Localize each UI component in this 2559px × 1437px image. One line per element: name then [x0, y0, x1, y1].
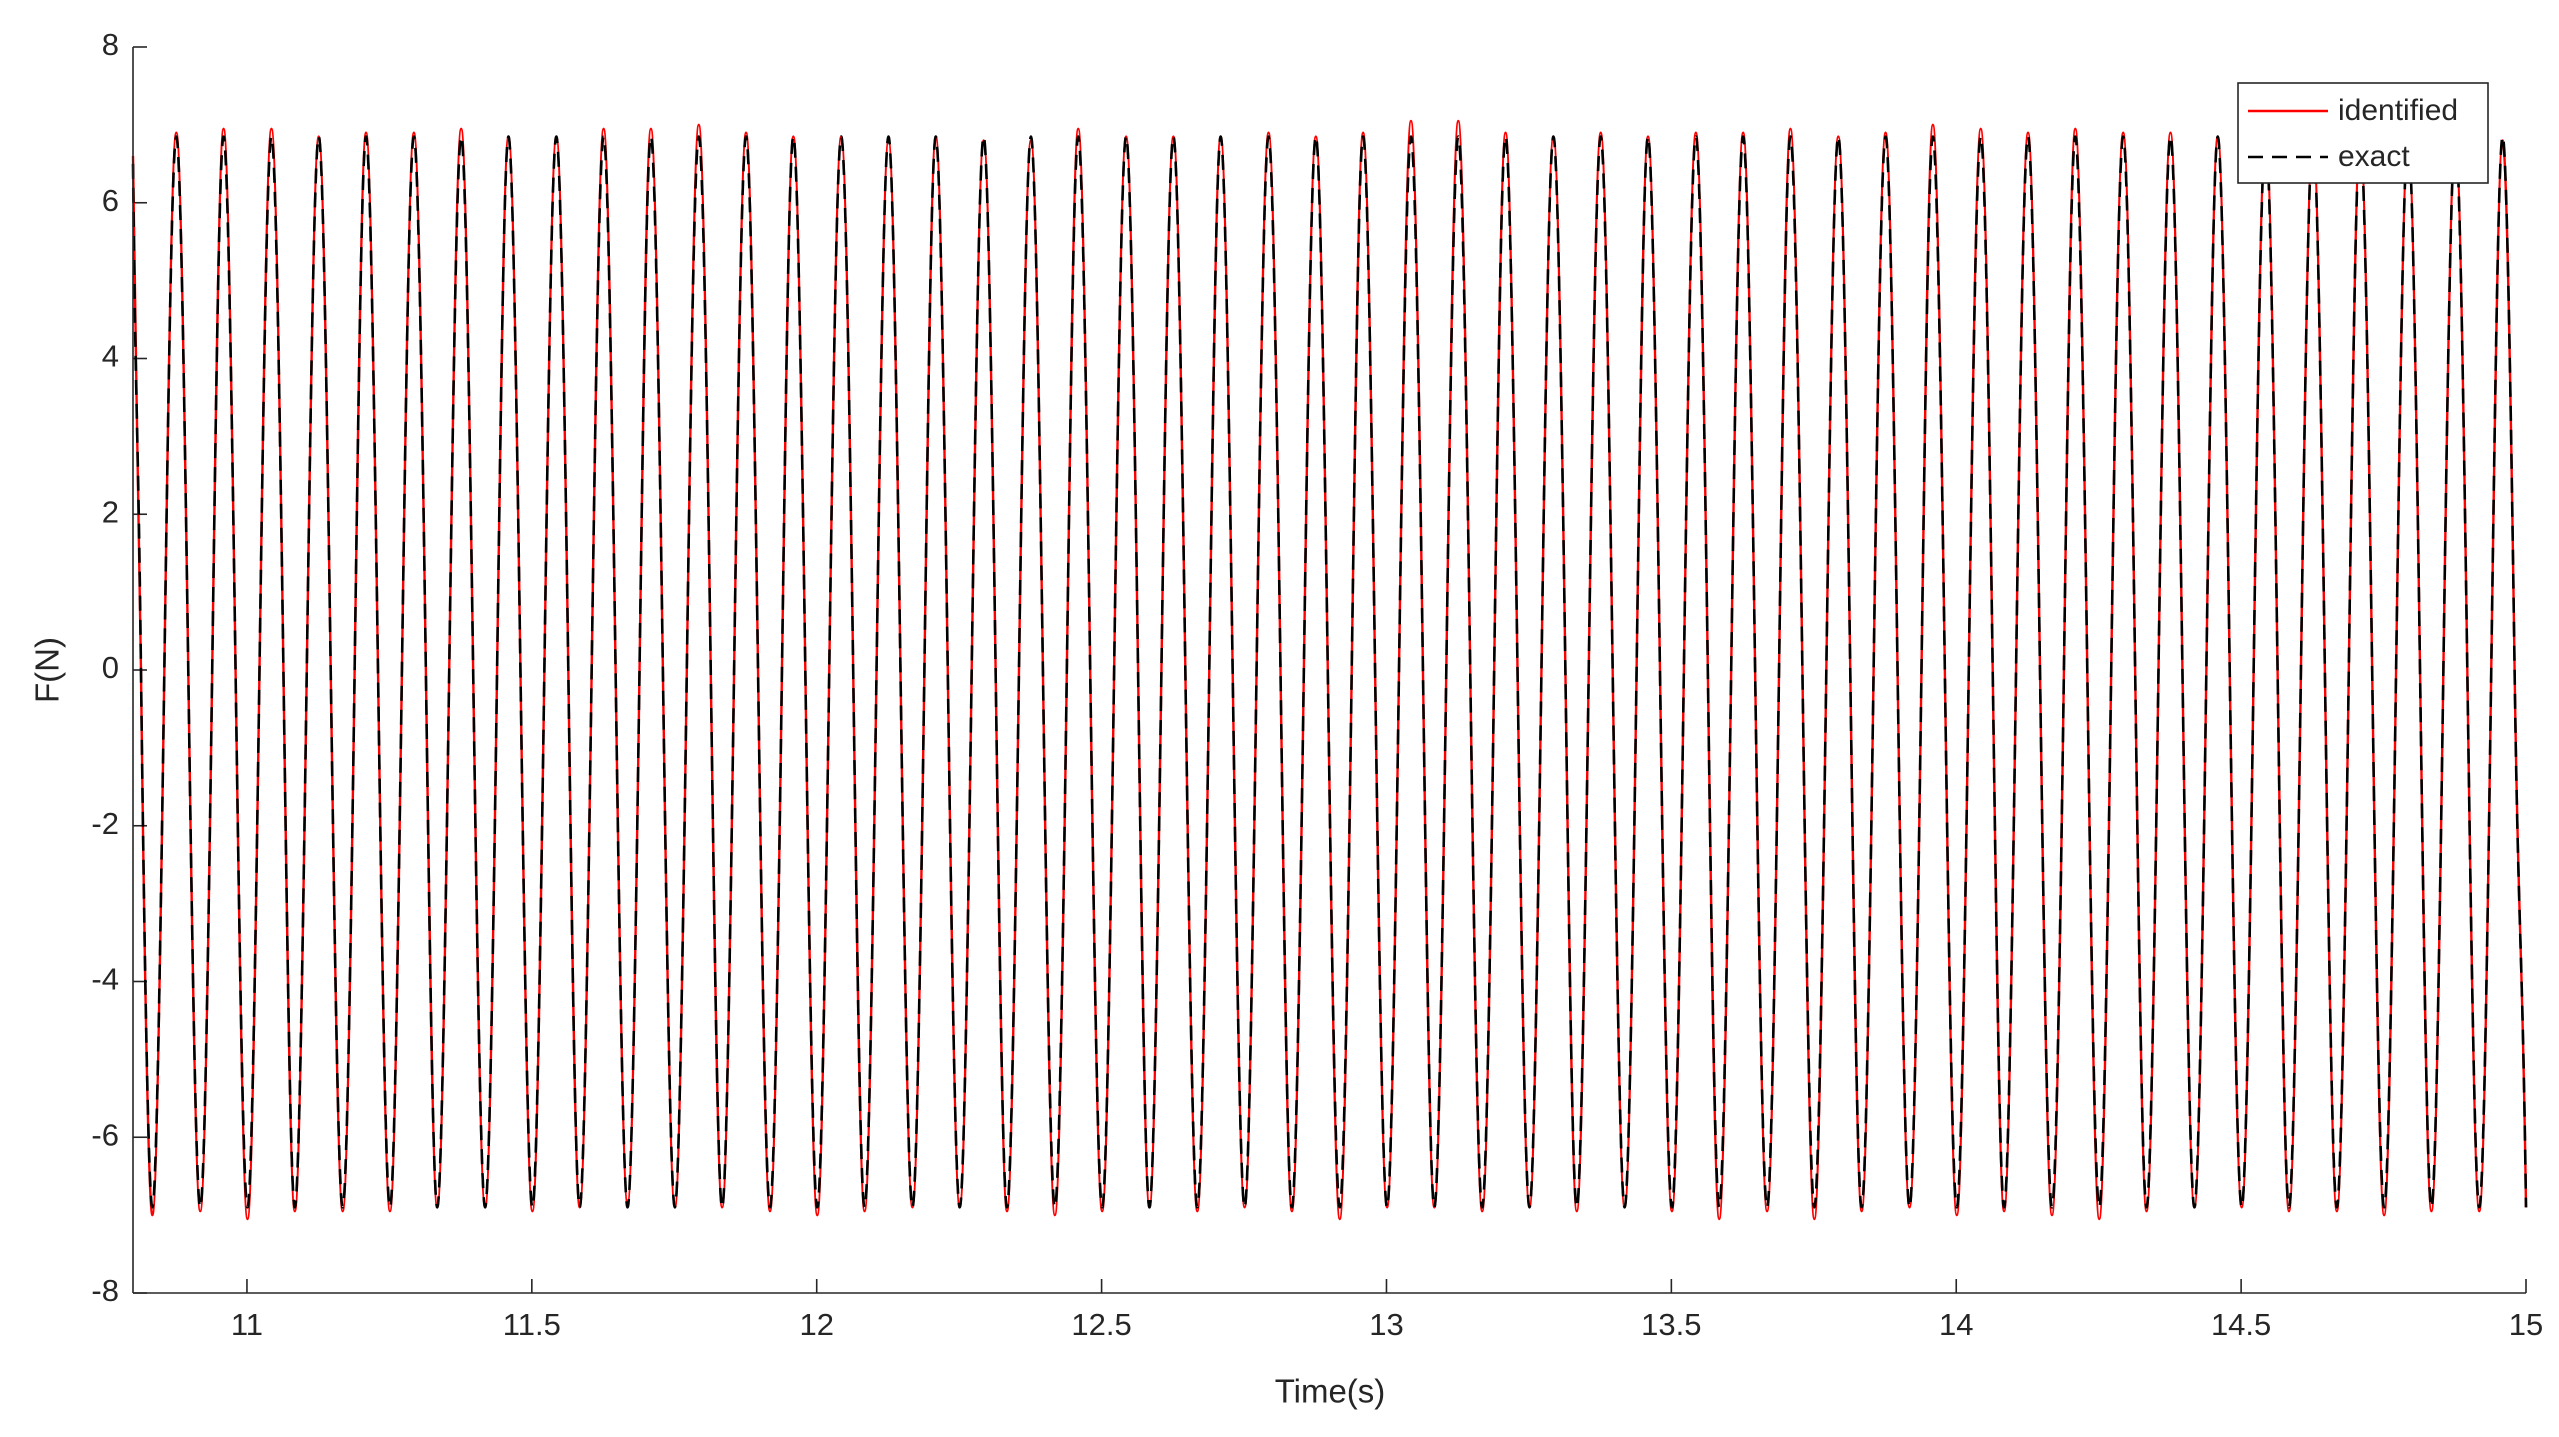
x-tick-label: 14.5: [2211, 1307, 2271, 1342]
x-tick-label: 11: [231, 1307, 263, 1342]
x-tick-label: 15: [2509, 1307, 2543, 1342]
y-tick-label: -6: [91, 1117, 119, 1152]
legend-label: exact: [2338, 140, 2410, 173]
x-tick-label: 14: [1939, 1307, 1973, 1342]
legend-label: identified: [2338, 94, 2458, 127]
x-tick-label: 13.5: [1641, 1307, 1701, 1342]
y-tick-label: 0: [102, 650, 119, 685]
y-tick-label: 8: [102, 27, 119, 62]
y-tick-label: -8: [91, 1273, 119, 1308]
x-axis-label: Time(s): [1275, 1373, 1386, 1410]
y-tick-label: -4: [91, 962, 119, 997]
y-axis-label: F(N): [29, 637, 66, 703]
x-tick-label: 12.5: [1071, 1307, 1131, 1342]
x-tick-label: 11.5: [503, 1307, 561, 1342]
y-tick-label: 2: [102, 494, 119, 529]
y-tick-label: 6: [102, 183, 119, 218]
y-tick-label: -2: [91, 806, 119, 841]
y-tick-label: 4: [102, 339, 119, 374]
x-tick-label: 12: [799, 1307, 833, 1342]
legend-box: [2237, 82, 2489, 184]
series-line: [131, 135, 2528, 1209]
x-tick-label: 13: [1369, 1307, 1403, 1342]
